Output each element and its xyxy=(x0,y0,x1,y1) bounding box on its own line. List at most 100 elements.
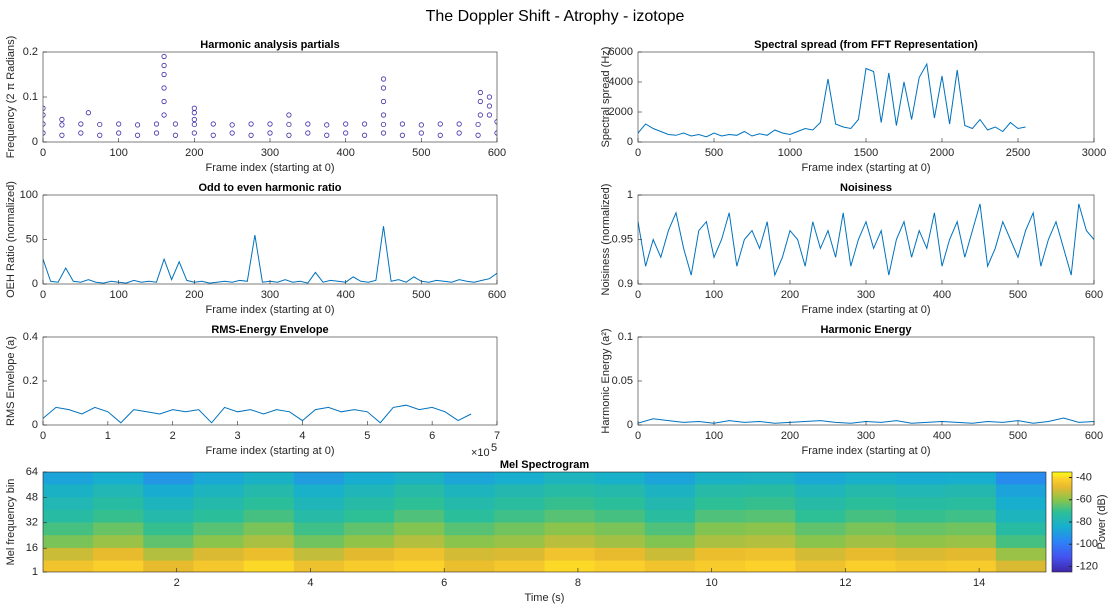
heat-cell xyxy=(895,472,947,485)
x-tick-label: 7 xyxy=(494,430,500,442)
x-tick-label: 400 xyxy=(336,147,354,159)
x-tick-label: 300 xyxy=(261,289,279,301)
point xyxy=(361,132,368,138)
heat-cell xyxy=(594,560,646,572)
heat-cell xyxy=(143,483,194,498)
heat-cell xyxy=(795,534,846,548)
heat-cell xyxy=(845,472,897,485)
colorbar-tick-label: -100 xyxy=(1076,538,1098,550)
axes-title: Spectral spread (from FFT Representation… xyxy=(754,39,978,51)
heat-cell xyxy=(945,509,997,523)
point xyxy=(380,85,387,91)
y-tick-label: 64 xyxy=(26,466,38,478)
heat-cell xyxy=(845,509,897,523)
x-tick-label: 500 xyxy=(1009,430,1027,442)
x-tick-label: 2500 xyxy=(1006,147,1030,159)
heat-cell xyxy=(945,483,997,498)
point xyxy=(418,122,424,128)
heat-cell xyxy=(444,483,495,498)
colorbar-tick-label: -60 xyxy=(1076,494,1092,506)
heat-cell xyxy=(694,472,746,485)
heat-cell xyxy=(193,547,245,561)
plot-area xyxy=(638,195,1094,284)
x-tick-label: 4 xyxy=(299,430,305,442)
x-tick-label: 400 xyxy=(933,289,951,301)
point xyxy=(161,62,167,69)
heat-cell xyxy=(544,547,596,561)
heat-cell xyxy=(995,522,1046,536)
heat-cell xyxy=(745,534,796,548)
y-tick-label: 0 xyxy=(627,136,633,148)
heat-cell xyxy=(795,472,846,485)
heat-cell xyxy=(594,509,646,523)
line xyxy=(638,62,1026,138)
heat-cell xyxy=(243,472,295,485)
axes-title: Harmonic Energy xyxy=(820,324,912,336)
axes-title: Harmonic analysis partials xyxy=(200,39,339,51)
heat-cell xyxy=(895,534,947,548)
line xyxy=(638,203,1094,277)
x-tick-label: 14 xyxy=(973,577,985,589)
point xyxy=(286,132,292,138)
point xyxy=(267,121,273,127)
point xyxy=(477,89,483,96)
x-axis-label: Time (s) xyxy=(525,592,565,604)
point xyxy=(399,132,406,138)
heat-cell xyxy=(494,472,545,485)
point xyxy=(399,121,406,127)
heat-cell xyxy=(343,483,395,498)
heat-cell xyxy=(945,534,997,548)
heat-cell xyxy=(995,472,1046,485)
heat-cell xyxy=(795,509,846,523)
point xyxy=(172,121,179,127)
point xyxy=(305,130,311,136)
point xyxy=(134,122,141,128)
heat-cell xyxy=(343,560,395,572)
heat-cell xyxy=(845,534,897,548)
heat-cell xyxy=(644,509,696,523)
heat-cell xyxy=(43,496,94,510)
x-tick-label: 0 xyxy=(40,289,46,301)
heat-cell xyxy=(745,472,796,485)
heat-cell xyxy=(394,483,445,498)
heat-cell xyxy=(995,534,1046,548)
point xyxy=(248,121,254,127)
point xyxy=(210,132,216,138)
heat-cell xyxy=(895,560,947,572)
y-axis-label: Spectral spread (Hz) xyxy=(600,47,612,148)
heat-cell xyxy=(995,509,1046,523)
x-tick-label: 2 xyxy=(170,430,176,442)
heat-cell xyxy=(845,483,897,498)
heat-cell xyxy=(43,534,94,548)
x-tick-label: 600 xyxy=(1085,430,1103,442)
heat-cell xyxy=(745,522,796,536)
x-tick-label: 0 xyxy=(635,430,641,442)
y-tick-label: 48 xyxy=(26,491,38,503)
x-tick-label: 4 xyxy=(307,577,313,589)
y-axis-label: OEH Ratio (normalized) xyxy=(5,181,17,298)
x-tick-label: 100 xyxy=(705,289,723,301)
y-tick-label: 0.2 xyxy=(23,375,38,387)
heat-cell xyxy=(444,547,495,561)
heat-cell xyxy=(644,534,696,548)
point xyxy=(248,132,254,138)
heat-cell xyxy=(644,547,696,561)
heat-cell xyxy=(795,560,846,572)
x-tick-label: 100 xyxy=(109,147,127,159)
heat-cell xyxy=(694,483,746,498)
colorbar-tick-label: -40 xyxy=(1076,471,1092,483)
heat-cell xyxy=(93,472,144,485)
point xyxy=(475,121,481,128)
x-tick-label: 1000 xyxy=(778,147,802,159)
heat-cell xyxy=(293,483,345,498)
heat-cell xyxy=(243,496,295,510)
heat-cell xyxy=(444,522,495,536)
point xyxy=(43,105,46,111)
heat-cell xyxy=(644,496,696,510)
plot-marks xyxy=(43,53,497,138)
heat-cell xyxy=(494,483,545,498)
heat-cell xyxy=(694,534,746,548)
heat-cell xyxy=(694,560,746,572)
y-axis-label: Noisiness (normalized) xyxy=(600,184,612,296)
axes-box xyxy=(42,471,1047,573)
